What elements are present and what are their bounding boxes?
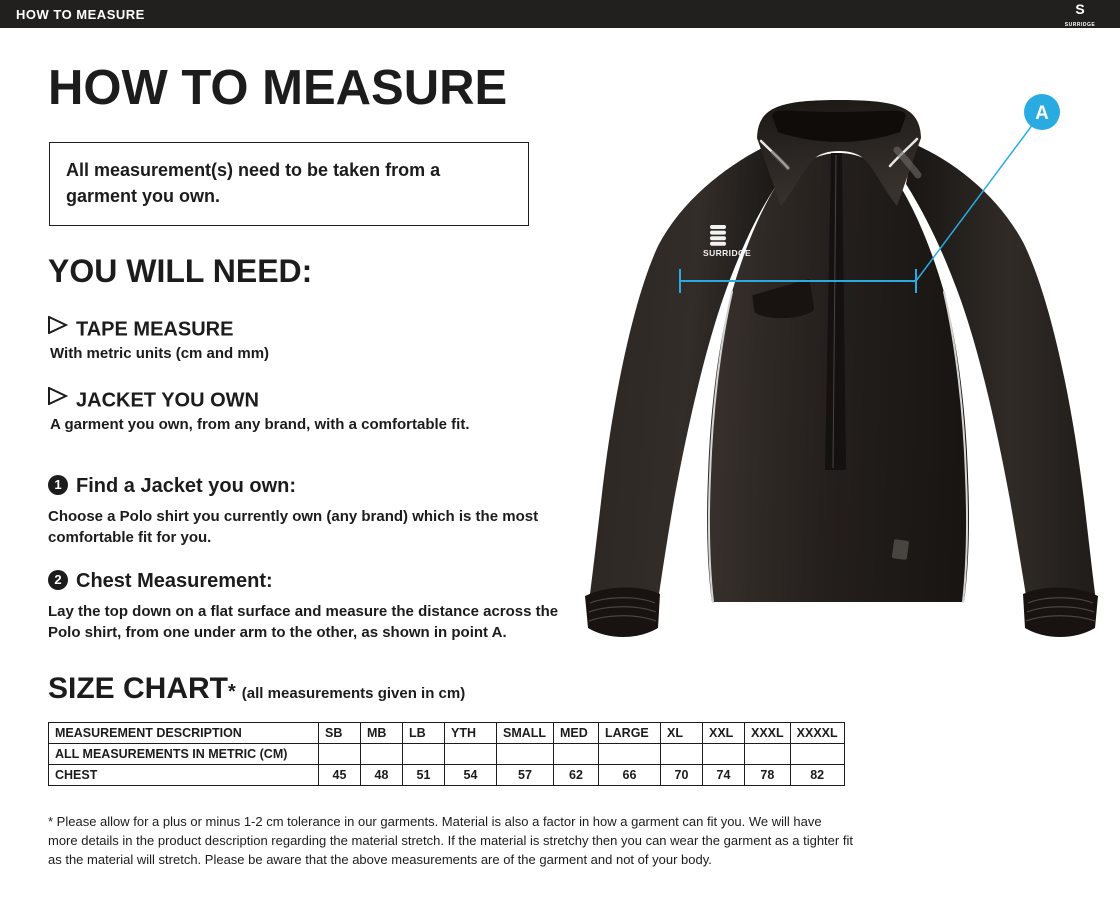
svg-text:SURRIDGE: SURRIDGE bbox=[703, 248, 751, 258]
svg-text:A: A bbox=[1035, 103, 1049, 124]
svg-text:S: S bbox=[1075, 1, 1084, 17]
